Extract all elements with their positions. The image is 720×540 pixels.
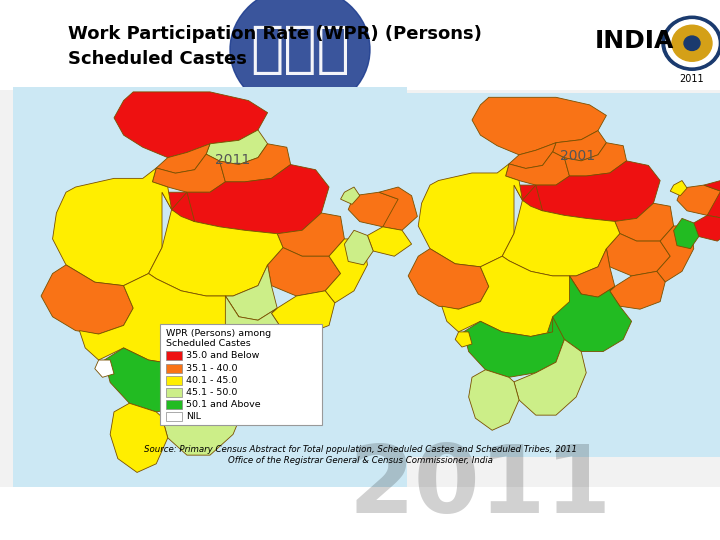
Polygon shape [271,291,335,334]
Text: 2001: 2001 [560,148,595,163]
Polygon shape [408,248,489,309]
Polygon shape [53,168,171,286]
Text: INDIA: INDIA [595,29,675,53]
Text: Work Participation Rate (WPR) (Persons): Work Participation Rate (WPR) (Persons) [68,25,482,43]
Polygon shape [514,340,586,415]
Bar [160,325,322,425]
Polygon shape [509,143,556,168]
Polygon shape [570,248,615,297]
Text: 2011: 2011 [680,74,704,84]
Circle shape [672,25,712,61]
Polygon shape [344,230,373,265]
Circle shape [666,20,718,66]
Text: WPR (Persons) among
Scheduled Castes: WPR (Persons) among Scheduled Castes [166,329,271,348]
Polygon shape [523,185,543,211]
Bar [383,93,720,457]
Text: 45.1 - 50.0: 45.1 - 50.0 [186,388,238,397]
Polygon shape [553,131,606,161]
Polygon shape [171,192,194,221]
Circle shape [662,16,720,70]
Polygon shape [610,272,665,309]
Polygon shape [418,164,523,267]
Polygon shape [442,256,581,336]
Text: हिं: हिं [250,23,350,77]
Polygon shape [674,218,699,248]
Polygon shape [472,97,606,155]
Bar [166,376,182,384]
Text: 40.1 - 45.0: 40.1 - 45.0 [186,376,238,384]
Polygon shape [162,369,245,455]
Polygon shape [348,192,402,227]
Polygon shape [104,343,220,412]
Bar [166,400,182,409]
Polygon shape [564,143,626,176]
Polygon shape [148,210,283,296]
Polygon shape [469,370,519,430]
Polygon shape [514,161,660,221]
Polygon shape [379,187,418,230]
Polygon shape [268,247,341,296]
Polygon shape [153,154,225,192]
Text: 2011: 2011 [215,153,251,167]
Circle shape [230,0,370,113]
Bar [166,412,182,421]
Polygon shape [548,276,631,352]
Polygon shape [615,203,674,241]
Text: Source: Primary Census Abstract for Total population, Scheduled Castes and Sched: Source: Primary Census Abstract for Tota… [143,445,577,454]
Polygon shape [206,130,268,165]
Polygon shape [606,233,670,276]
Polygon shape [95,360,114,377]
Text: 35.1 - 40.0: 35.1 - 40.0 [186,363,238,373]
Polygon shape [325,239,367,303]
Text: 2011: 2011 [348,442,611,534]
Polygon shape [677,185,720,215]
Text: 50.1 and Above: 50.1 and Above [186,400,261,409]
Polygon shape [114,92,268,158]
Polygon shape [464,317,564,377]
Polygon shape [657,226,694,282]
Polygon shape [41,265,133,334]
Polygon shape [156,144,210,173]
Polygon shape [225,265,277,320]
Bar [13,87,407,503]
Polygon shape [277,213,344,256]
Circle shape [684,36,700,50]
Polygon shape [455,332,472,347]
Text: 35.0 and Below: 35.0 and Below [186,352,259,360]
Text: Scheduled Castes: Scheduled Castes [68,50,247,68]
Polygon shape [670,180,687,195]
Polygon shape [79,274,239,365]
Bar [0,0,720,90]
Polygon shape [162,165,329,234]
Polygon shape [503,200,620,276]
Polygon shape [505,152,570,185]
Text: NIL: NIL [186,412,201,421]
Polygon shape [694,215,720,241]
Polygon shape [341,187,360,204]
Polygon shape [200,296,297,382]
Polygon shape [704,180,720,218]
Polygon shape [220,144,291,182]
Bar [166,363,182,373]
Text: Office of the Registrar General & Census Commissioner, India: Office of the Registrar General & Census… [228,456,492,465]
Polygon shape [367,227,412,256]
Bar [166,388,182,397]
Polygon shape [418,261,435,300]
Bar [166,352,182,360]
Polygon shape [110,403,168,472]
